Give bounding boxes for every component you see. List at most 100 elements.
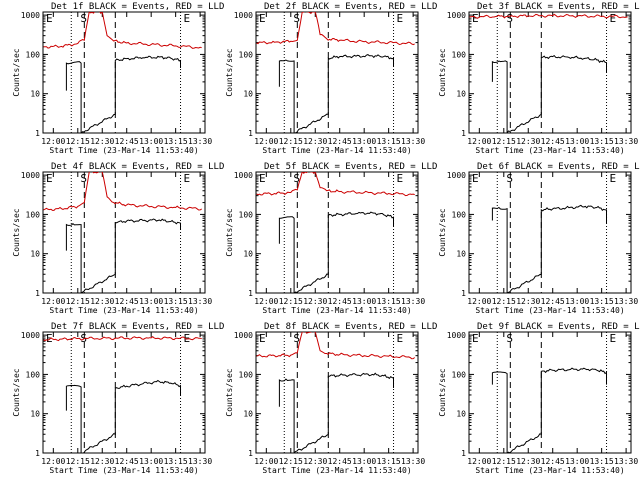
plot-frame [42, 11, 206, 134]
chart-panel-5: Det 5f BLACK = Events, RED = LLD 1 10 100 10… [225, 162, 437, 315]
x-tick-label: 12:30 [90, 457, 114, 466]
x-tick-label: 13:15 [590, 137, 614, 146]
series-line-events [491, 54, 607, 133]
marker-letter-end: E [397, 12, 404, 25]
marker-letter-end: E [184, 172, 191, 185]
y-tick-label: 1000 [234, 331, 253, 340]
marker-letter-start: E [259, 332, 266, 345]
y-tick-label: 100 [26, 210, 41, 219]
x-tick-label: 12:30 [516, 297, 540, 306]
plot-frame [255, 11, 419, 134]
plot-frame [255, 331, 419, 454]
y-tick-label: 1 [461, 289, 466, 298]
series-line-lld [43, 172, 202, 211]
marker-letter-start: E [472, 12, 479, 25]
x-tick-label: 13:00 [565, 457, 589, 466]
marker-letter-saa: S [506, 172, 513, 185]
x-tick-label: 12:15 [279, 297, 303, 306]
x-tick-label: 12:45 [541, 297, 565, 306]
series-line-lld [43, 336, 202, 342]
panel-title: Det 8f BLACK = Events, RED = LLD [264, 322, 437, 332]
series-line-events [278, 211, 394, 293]
y-tick-label: 10 [243, 410, 253, 419]
panel-title: Det 3f BLACK = Events, RED = LLD [477, 2, 640, 12]
y-tick-label: 100 [26, 50, 41, 59]
series-line-lld [256, 332, 415, 360]
marker-letter-saa: S [80, 172, 87, 185]
y-tick-label: 1000 [234, 11, 253, 20]
y-tick-label: 1 [35, 449, 40, 458]
y-tick-label: 1000 [234, 171, 253, 180]
series-line-events [65, 379, 181, 453]
series-line-events [491, 367, 607, 453]
marker-letter-saa: S [506, 12, 513, 25]
x-tick-label: 12:30 [516, 137, 540, 146]
x-tick-label: 12:45 [115, 457, 139, 466]
x-tick-label: 13:30 [401, 457, 425, 466]
x-tick-label: 12:00 [41, 137, 65, 146]
series-line-lld [256, 172, 415, 197]
plot-frame [468, 171, 632, 294]
marker-letter-end: E [397, 172, 404, 185]
x-tick-label: 13:15 [590, 457, 614, 466]
y-axis-label: Counts/sec [225, 208, 234, 256]
marker-letter-end: E [184, 332, 191, 345]
chart-panel-3: Det 3f BLACK = Events, RED = LLD 1 10 100 10… [438, 2, 640, 155]
x-tick-label: 13:15 [164, 297, 188, 306]
y-tick-label: 1 [461, 449, 466, 458]
x-tick-label: 12:00 [254, 457, 278, 466]
x-axis-label: Start Time (23-Mar-14 11:53:40) [262, 466, 411, 475]
y-tick-label: 10 [30, 250, 40, 259]
x-tick-label: 13:30 [401, 137, 425, 146]
y-tick-label: 10 [243, 90, 253, 99]
marker-letter-start: E [259, 12, 266, 25]
x-axis-label: Start Time (23-Mar-14 11:53:40) [49, 466, 198, 475]
x-tick-label: 12:15 [492, 457, 516, 466]
y-axis-label: Counts/sec [12, 368, 21, 416]
y-tick-label: 10 [243, 250, 253, 259]
x-tick-label: 12:15 [66, 297, 90, 306]
x-tick-label: 13:00 [352, 457, 376, 466]
y-tick-label: 10 [456, 250, 466, 259]
x-tick-label: 13:30 [188, 297, 212, 306]
plot-frame [255, 171, 419, 294]
chart-panel-4: Det 4f BLACK = Events, RED = LLD 1 10 100 10… [12, 162, 224, 315]
x-tick-label: 12:45 [328, 297, 352, 306]
series-line-lld [469, 13, 628, 19]
x-tick-label: 13:15 [377, 457, 401, 466]
x-axis-label: Start Time (23-Mar-14 11:53:40) [49, 306, 198, 315]
series-line-events [278, 372, 394, 453]
x-tick-label: 13:15 [377, 297, 401, 306]
x-tick-label: 12:45 [541, 137, 565, 146]
x-axis-label: Start Time (23-Mar-14 11:53:40) [475, 466, 624, 475]
x-tick-label: 13:00 [139, 297, 163, 306]
y-tick-label: 100 [452, 210, 467, 219]
x-tick-label: 13:00 [565, 137, 589, 146]
x-tick-label: 13:15 [164, 137, 188, 146]
series-line-lld [256, 12, 415, 46]
series-line-lld [43, 12, 202, 49]
marker-letter-start: E [472, 332, 479, 345]
y-axis-label: Counts/sec [438, 368, 447, 416]
y-tick-label: 1 [461, 129, 466, 138]
x-tick-label: 12:30 [303, 457, 327, 466]
y-tick-label: 100 [452, 50, 467, 59]
marker-letter-end: E [610, 172, 617, 185]
x-tick-label: 12:45 [115, 137, 139, 146]
x-tick-label: 12:15 [279, 457, 303, 466]
x-tick-label: 13:15 [590, 297, 614, 306]
x-tick-label: 12:30 [90, 297, 114, 306]
x-axis-label: Start Time (23-Mar-14 11:53:40) [475, 306, 624, 315]
y-tick-label: 1 [248, 289, 253, 298]
chart-panel-7: Det 7f BLACK = Events, RED = LLD 1 10 100 10… [12, 322, 224, 475]
x-tick-label: 12:15 [66, 137, 90, 146]
y-axis-label: Counts/sec [225, 48, 234, 96]
x-tick-label: 13:00 [565, 297, 589, 306]
x-tick-label: 12:45 [541, 457, 565, 466]
y-tick-label: 10 [30, 410, 40, 419]
y-axis-label: Counts/sec [12, 48, 21, 96]
x-tick-label: 12:15 [279, 137, 303, 146]
x-tick-label: 12:30 [90, 137, 114, 146]
x-tick-label: 12:45 [328, 137, 352, 146]
plot-frame [42, 331, 206, 454]
